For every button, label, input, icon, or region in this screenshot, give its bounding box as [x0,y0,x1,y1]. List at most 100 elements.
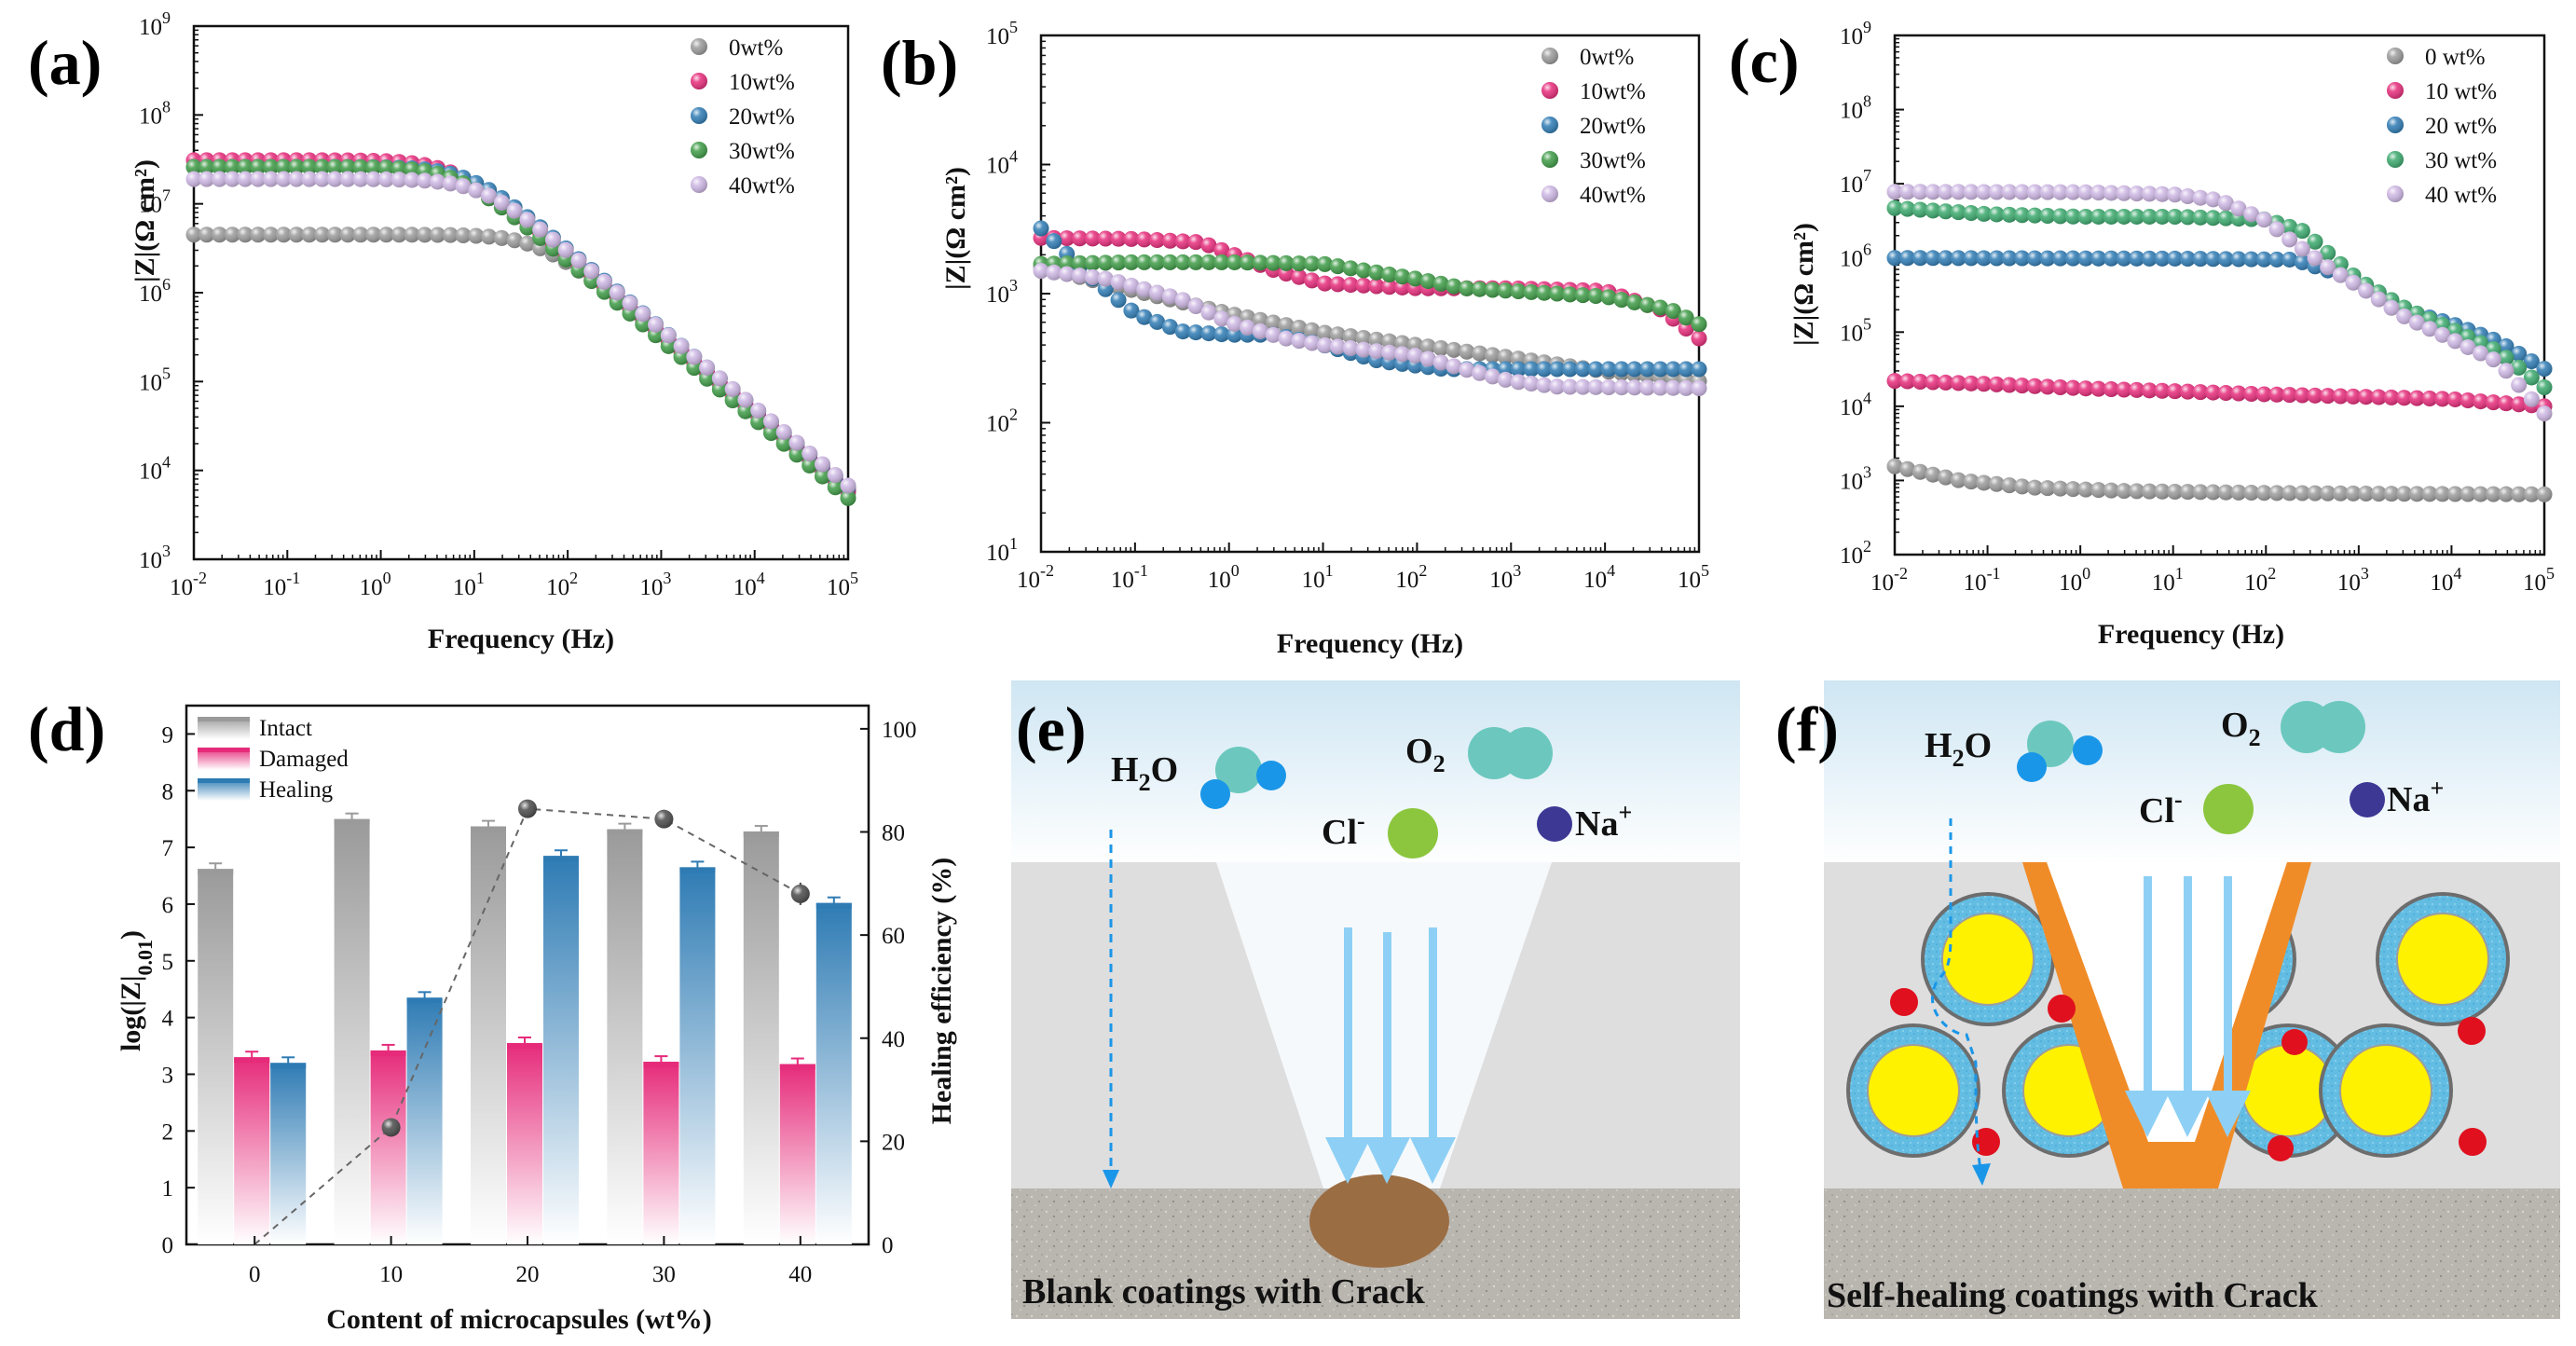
panel-e-h2o-molecule [1200,747,1286,809]
data-point-shade [1252,254,1268,271]
x-tick-label: 102 [1395,561,1427,593]
y-tick-label: 0 [162,1233,174,1258]
data-point-shade [1665,361,1681,378]
data-point-shade [2129,185,2145,202]
legend-label: 10wt% [729,70,795,95]
data-point-shade [2090,380,2107,397]
data-point-shade [1059,266,1076,282]
data-point-shade [1950,250,1966,267]
data-point-shade [2408,486,2425,502]
x-tick-label: 20 [516,1262,540,1287]
data-point-shade [2460,486,2476,502]
data-point-shade [1239,254,1255,271]
legend-marker-shade [2387,117,2404,133]
plot-d-xlabel: Content of microcapsules (wt%) [326,1304,712,1335]
legend-marker-shade [2387,185,2404,202]
data-point-shade [1033,263,1049,280]
data-point-shade [802,445,818,461]
data-point-shade [2294,240,2310,257]
data-point-shade [493,194,510,211]
data-point-shade [2064,208,2081,225]
bar [779,1064,815,1244]
data-point-shade [1976,205,1993,222]
data-point-shade [2281,231,2298,248]
data-point-shade [2192,484,2209,501]
plot-c-area: 10-2 10-1 100 101 102 103 104 105 102 103 104 105 10… [1840,18,2555,596]
data-point-shade [1639,296,1656,313]
ion-arrow [2125,876,2171,1137]
data-point-shade [1419,350,1436,367]
data-point-shade [1549,361,1566,378]
data-point-shade [1472,281,1488,297]
legend-marker-cap [198,717,250,721]
data-point-shade [391,160,407,177]
data-point-shade [2039,250,2056,267]
panel-f-h2o-label: H2O [1925,726,1992,772]
data-point-shade [1523,361,1540,378]
data-point-shade [2511,359,2528,376]
data-point-shade [2154,250,2171,267]
data-point-shade [1925,466,1941,483]
y-tick-label: 107 [1840,166,1871,198]
data-point-shade [2536,379,2553,396]
data-point-shade [1510,283,1527,300]
y-tick-label: 9 [162,722,174,748]
data-point-shade [2179,251,2196,268]
data-point-shade [185,171,202,187]
microcapsule [1846,1023,1980,1158]
legend-marker-shade [2387,48,2404,64]
data-point-shade [1587,287,1604,304]
data-point-shade [788,434,805,451]
data-point-shade [2320,388,2336,405]
data-point-shade [2026,184,2043,200]
bar [370,1050,406,1244]
data-point-shade [2358,389,2375,405]
data-point-shade [1252,311,1268,328]
data-point-shade [1419,273,1436,290]
data-point-shade [2217,251,2234,268]
panel-e-na-ion [1537,806,1572,842]
data-point-shade [840,477,856,494]
data-point-shade [1459,362,1475,378]
bar [270,1063,307,1244]
ion-arrow [1325,927,1371,1184]
panel-d-label: (d) [28,694,105,764]
data-point-shade [1239,319,1255,336]
data-point-shade [1626,361,1643,378]
data-point-shade [1174,292,1191,309]
data-point-shade [1213,254,1230,270]
data-point-shade [339,158,356,175]
data-point-shade [1678,309,1694,326]
data-point-shade [2179,383,2196,400]
data-point-shade [1988,206,2005,223]
data-point-shade [2345,485,2362,501]
data-point-shade [2281,218,2298,235]
data-point-shade [2039,184,2056,200]
plot-a-ylabel: |Z|(Ω cm²) [130,159,160,282]
data-point-shade [2498,350,2514,366]
data-point-shade [2536,361,2553,378]
data-point-shade [1497,349,1514,365]
panel-e-sky [1011,680,1740,867]
data-point-shade [365,159,382,176]
data-point-shade [1213,241,1230,258]
y-tick-label: 8 [162,779,174,804]
data-point-shade [2001,477,2018,494]
plot-b-ylabel: |Z|(Ω cm²) [940,167,971,290]
data-point-shade [1665,379,1681,396]
y-tick-label: 2 [162,1119,174,1145]
data-point-shade [2014,207,2031,224]
data-point-shade [1226,254,1243,270]
data-point-shade [1678,379,1694,396]
data-point-shade [2090,185,2107,201]
data-point-shade [2116,483,2132,500]
data-point-shade [2485,486,2501,502]
data-point-shade [2014,378,2031,394]
data-point-shade [352,158,369,175]
data-point-shade [1342,340,1359,357]
data-point-shade [1432,354,1449,371]
data-point-shade [2103,381,2119,398]
data-point-shade [2141,483,2158,500]
data-point-shade [2243,485,2260,501]
panel-e-coating-left [1011,862,1323,1188]
